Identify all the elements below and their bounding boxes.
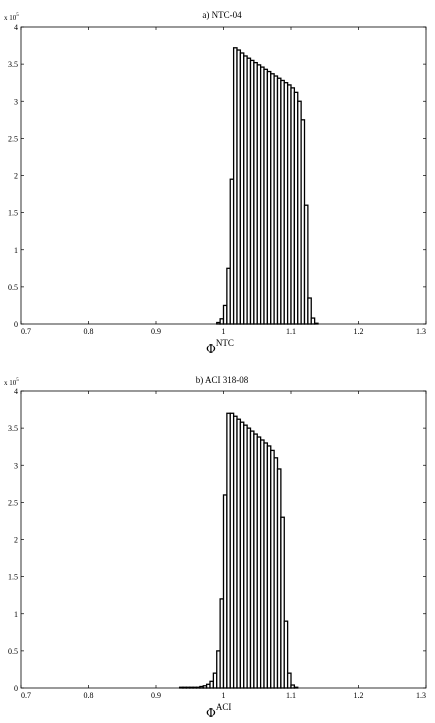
y-axis: 0 0.5 1 1.5 2 2.5 3 3.5 4 [8, 23, 426, 329]
chart-title: b) ACI 318-08 [196, 375, 249, 385]
x-tick-label: 0.9 [151, 691, 161, 700]
y-tick-label: 2 [14, 536, 18, 545]
multiplier-label: x 105 [4, 378, 19, 387]
y-tick-label: 2.5 [8, 134, 18, 143]
y-tick-label: 4 [14, 387, 18, 396]
y-tick-label: 1 [14, 246, 18, 255]
y-tick-label: 0.5 [8, 283, 18, 292]
y-tick-label: 1.5 [8, 573, 18, 582]
y-tick-label: 2.5 [8, 498, 18, 507]
y-tick-label: 3.5 [8, 60, 18, 69]
histogram-panel-ntc: a) NTC-04 x 105 0 0.5 1 1.5 2 2.5 3 3.5 4 0.7 0.8… [4, 10, 427, 356]
y-tick-label: 1 [14, 610, 18, 619]
plot-frame [20, 26, 427, 325]
y-tick-label: 3 [14, 461, 18, 470]
bars-group [178, 412, 299, 689]
x-tick-label: 0.8 [84, 327, 94, 336]
y-tick-label: 1.5 [8, 209, 18, 218]
x-tick-label: 1.3 [416, 691, 426, 700]
x-tick-label: 1.2 [354, 327, 364, 336]
y-tick-label: 0 [14, 320, 18, 329]
x-tick-label: 0.9 [151, 327, 161, 336]
x-axis-label: ΦACI [206, 702, 231, 720]
y-tick-label: 4 [14, 23, 18, 32]
histogram-panel-aci: b) ACI 318-08 x 105 0 0.5 1 1.5 2 2.5 3 3.5 4 0.… [4, 375, 427, 720]
bars-group [216, 47, 319, 325]
x-tick-label: 0.8 [84, 691, 94, 700]
x-tick-label: 0.7 [21, 691, 31, 700]
x-axis-label: ΦNTC [206, 338, 234, 356]
x-tick-label: 1.3 [416, 327, 426, 336]
x-axis: 0.7 0.8 0.9 1 1.1 1.2 1.3 [20, 391, 427, 700]
y-tick-label: 3 [14, 97, 18, 106]
y-tick-label: 2 [14, 172, 18, 181]
x-tick-label: 1.2 [354, 691, 364, 700]
multiplier-label: x 105 [4, 13, 19, 22]
x-tick-label: 1 [222, 327, 226, 336]
y-tick-label: 0.5 [8, 647, 18, 656]
chart-title: a) NTC-04 [202, 10, 242, 20]
x-tick-label: 0.7 [21, 327, 31, 336]
x-axis: 0.7 0.8 0.9 1 1.1 1.2 1.3 [20, 27, 427, 336]
y-axis: 0 0.5 1 1.5 2 2.5 3 3.5 4 [8, 387, 426, 693]
x-tick-label: 1.1 [286, 691, 296, 700]
x-tick-label: 1.1 [286, 327, 296, 336]
y-tick-label: 3.5 [8, 424, 18, 433]
y-tick-label: 0 [14, 684, 18, 693]
x-tick-label: 1 [222, 691, 226, 700]
